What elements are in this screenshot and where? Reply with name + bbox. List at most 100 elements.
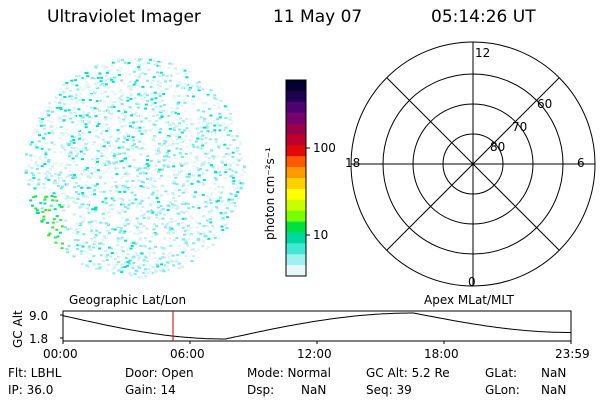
aurora-pixel: [213, 182, 217, 185]
aurora-pixel: [77, 223, 81, 225]
aurora-pixel: [135, 115, 139, 118]
aurora-pixel: [164, 121, 168, 124]
aurora-pixel: [181, 251, 185, 254]
aurora-pixel: [71, 231, 75, 234]
aurora-pixel: [75, 164, 79, 167]
aurora-pixel: [202, 225, 206, 228]
aurora-pixel: [197, 240, 201, 243]
aurora-pixel: [188, 71, 191, 74]
aurora-pixel: [198, 222, 202, 225]
aurora-pixel: [162, 236, 166, 239]
aurora-pixel: [124, 185, 128, 188]
aurora-pixel: [151, 266, 155, 269]
aurora-pixel: [85, 204, 89, 207]
aurora-pixel: [172, 95, 176, 97]
aurora-pixel: [150, 271, 154, 274]
aurora-pixel: [163, 104, 166, 107]
aurora-pixel: [73, 186, 77, 189]
aurora-pixel: [187, 88, 191, 91]
aurora-pixel: [127, 188, 131, 190]
aurora-pixel: [107, 215, 111, 218]
aurora-pixel: [159, 110, 163, 113]
aurora-pixel: [98, 100, 102, 102]
aurora-pixel: [230, 120, 234, 123]
aurora-pixel: [147, 216, 151, 219]
aurora-pixel: [109, 135, 113, 138]
aurora-pixel: [225, 145, 229, 148]
aurora-pixel: [165, 222, 169, 225]
aurora-pixel: [122, 203, 125, 206]
aurora-pixel: [133, 97, 137, 100]
aurora-pixel: [209, 238, 213, 241]
aurora-pixel: [123, 152, 127, 155]
aurora-pixel: [53, 205, 57, 208]
aurora-pixel: [87, 172, 91, 175]
aurora-pixel: [171, 205, 175, 208]
aurora-pixel: [42, 137, 46, 140]
aurora-pixel: [94, 235, 98, 238]
aurora-pixel: [138, 126, 142, 129]
aurora-pixel: [83, 131, 87, 134]
aurora-pixel: [155, 114, 159, 117]
aurora-pixel: [97, 263, 101, 266]
aurora-pixel: [36, 124, 40, 127]
aurora-pixel: [209, 164, 213, 167]
aurora-pixel: [243, 166, 247, 169]
aurora-pixel: [43, 128, 47, 130]
aurora-pixel: [142, 197, 146, 200]
aurora-pixel: [67, 196, 71, 199]
aurora-pixel: [69, 119, 73, 122]
aurora-pixel: [232, 182, 235, 185]
aurora-pixel: [90, 229, 94, 232]
aurora-pixel: [73, 136, 77, 139]
aurora-pixel: [156, 83, 160, 86]
aurora-pixel: [108, 189, 112, 192]
aurora-pixel: [177, 261, 181, 264]
aurora-pixel: [214, 141, 218, 143]
aurora-pixel: [146, 251, 150, 254]
aurora-pixel: [134, 269, 138, 272]
aurora-pixel: [171, 207, 175, 210]
aurora-pixel: [67, 152, 71, 155]
aurora-pixel: [124, 132, 128, 135]
aurora-pixel: [111, 268, 115, 271]
color-bar-segment: [286, 210, 306, 223]
aurora-pixel: [175, 147, 179, 150]
aurora-pixel: [152, 110, 156, 113]
aurora-pixel: [117, 60, 121, 63]
aurora-pixel: [141, 63, 145, 66]
aurora-pixel: [53, 100, 57, 103]
aurora-pixel: [142, 125, 146, 128]
aurora-pixel: [199, 117, 203, 120]
aurora-pixel: [158, 257, 162, 260]
aurora-pixel: [221, 216, 225, 219]
aurora-pixel: [138, 58, 141, 61]
aurora-pixel: [52, 143, 56, 146]
aurora-pixel: [157, 101, 161, 104]
aurora-pixel: [152, 138, 156, 141]
aurora-pixel: [231, 176, 235, 179]
aurora-pixel: [170, 227, 174, 230]
aurora-pixel: [139, 244, 143, 247]
aurora-pixel: [175, 183, 179, 186]
aurora-pixel: [37, 172, 41, 175]
aurora-pixel: [55, 215, 59, 218]
aurora-pixel: [216, 102, 220, 105]
aurora-pixel: [205, 156, 209, 158]
aurora-pixel: [94, 206, 98, 209]
aurora-pixel: [121, 92, 125, 95]
aurora-pixel: [168, 232, 172, 235]
aurora-pixel: [159, 128, 163, 131]
aurora-pixel: [148, 240, 152, 243]
aurora-pixel: [193, 161, 197, 164]
timeline-right-label: Apex MLat/MLT: [424, 293, 514, 307]
aurora-pixel: [209, 122, 213, 125]
aurora-pixel: [206, 95, 210, 98]
aurora-pixel: [159, 174, 163, 177]
aurora-pixel: [61, 147, 65, 150]
aurora-pixel: [223, 143, 227, 146]
aurora-pixel: [125, 147, 129, 150]
aurora-pixel: [83, 87, 87, 89]
aurora-pixel: [180, 156, 184, 158]
aurora-pixel: [173, 111, 177, 114]
